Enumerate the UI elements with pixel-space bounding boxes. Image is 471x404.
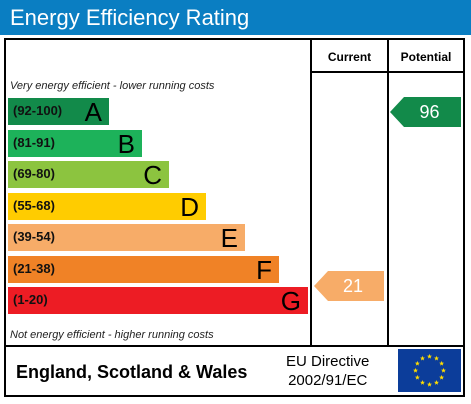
current-column-divider xyxy=(310,38,312,347)
band-letter: C xyxy=(143,160,162,190)
eu-star-icon xyxy=(427,353,432,359)
current-header: Current xyxy=(327,50,372,64)
directive-line-1: EU Directive xyxy=(286,353,370,370)
footer-directive: EU Directive 2002/91/EC xyxy=(286,352,369,390)
eu-star-icon xyxy=(414,374,420,380)
eu-star-icon xyxy=(420,380,425,385)
potential-rating-value: 96 xyxy=(419,102,440,122)
note-top: Very energy efficient - lower running co… xyxy=(10,80,215,92)
band-g: (1-20) G xyxy=(8,286,308,316)
eu-star-icon xyxy=(413,367,418,373)
band-letter: E xyxy=(220,223,238,253)
eu-flag-stars xyxy=(413,353,446,387)
band-letter: D xyxy=(180,192,199,222)
eu-flag-icon xyxy=(398,349,461,392)
current-rating-value: 21 xyxy=(342,276,364,296)
directive-line-2: 2002/91/EC xyxy=(288,372,368,389)
potential-column-divider xyxy=(387,38,389,347)
band-b: (81-91) B xyxy=(8,129,142,159)
band-range-label: (69-80) xyxy=(13,166,55,181)
band-letter: F xyxy=(256,255,272,285)
eu-star-icon xyxy=(434,355,439,361)
potential-rating-arrow: 96 xyxy=(390,97,461,127)
chart-title: Energy Efficiency Rating xyxy=(10,5,250,30)
eu-star-icon xyxy=(441,367,446,373)
current-arrow-shape xyxy=(314,271,384,301)
header-divider xyxy=(310,71,465,73)
title-bar: Energy Efficiency Rating xyxy=(0,0,471,35)
band-letter: B xyxy=(117,129,135,159)
potential-header: Potential xyxy=(400,50,452,64)
chart-frame xyxy=(4,38,465,397)
current-rating-arrow: 21 xyxy=(314,271,384,301)
band-d: (55-68) D xyxy=(8,192,206,222)
eu-star-icon xyxy=(420,355,425,361)
band-letter: A xyxy=(84,97,102,127)
footer-divider xyxy=(4,345,465,347)
band-range-label: (55-68) xyxy=(13,198,55,213)
band-c: (69-80) C xyxy=(8,160,169,190)
band-a: (92-100) A xyxy=(8,97,109,127)
band-letter: G xyxy=(280,286,301,316)
band-e: (39-54) E xyxy=(8,223,245,253)
eu-star-icon xyxy=(439,374,445,380)
potential-arrow-shape xyxy=(390,97,461,127)
eu-star-icon xyxy=(439,360,445,366)
eu-star-icon xyxy=(434,380,439,385)
note-bottom: Not energy efficient - higher running co… xyxy=(10,329,214,341)
band-range-label: (1-20) xyxy=(13,292,48,307)
band-range-label: (21-38) xyxy=(13,261,55,276)
footer-region: England, Scotland & Wales xyxy=(16,362,248,382)
band-range-label: (92-100) xyxy=(13,103,63,118)
band-range-label: (81-91) xyxy=(13,135,55,150)
eu-star-icon xyxy=(427,381,432,387)
band-f: (21-38) F xyxy=(8,255,279,285)
eu-star-icon xyxy=(414,360,420,366)
band-range-label: (39-54) xyxy=(13,229,55,244)
